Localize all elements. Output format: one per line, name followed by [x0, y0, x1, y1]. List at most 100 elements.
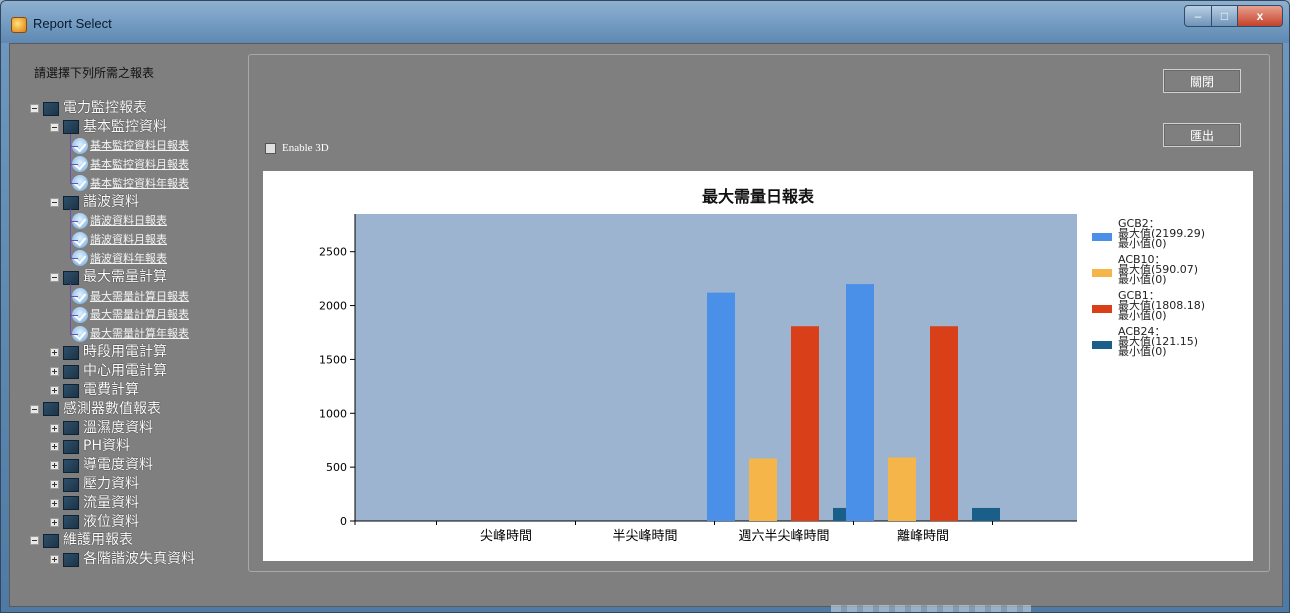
- report-leaf-label[interactable]: 基本監控資料年報表: [90, 175, 189, 191]
- tree-category-label[interactable]: 時段用電計算: [82, 344, 168, 362]
- collapse-toggle-icon[interactable]: [30, 404, 39, 414]
- report-leaf-label[interactable]: 最大需量計算日報表: [90, 288, 189, 304]
- legend-text: GCB2： 最大值(2199.29) 最小值(0): [1118, 218, 1205, 249]
- tree-category-label[interactable]: PH資料: [82, 438, 131, 456]
- report-folder-icon: [63, 383, 79, 398]
- report-folder-icon: [63, 120, 79, 135]
- tree-group-1[interactable]: 感測器數值報表: [30, 400, 162, 418]
- minimize-button[interactable]: –: [1184, 5, 1212, 27]
- collapse-toggle-icon[interactable]: [50, 122, 59, 132]
- report-folder-icon: [63, 364, 79, 379]
- tree-category-0-2[interactable]: 最大需量計算: [50, 269, 168, 287]
- tree-group-0[interactable]: 電力監控報表: [30, 100, 148, 117]
- y-tick-label: 1000: [319, 407, 347, 420]
- tree-group-2[interactable]: 維護用報表: [30, 532, 134, 550]
- expand-toggle-icon[interactable]: [50, 517, 59, 527]
- tree-connector: [70, 145, 78, 147]
- expand-toggle-icon[interactable]: [50, 555, 59, 565]
- expand-toggle-icon[interactable]: [50, 423, 59, 433]
- report-leaf-0-1-2[interactable]: 諧波資料年報表: [72, 250, 167, 267]
- report-leaf-0-1-0[interactable]: 諧波資料日報表: [72, 212, 167, 229]
- title-bar[interactable]: Report Select – □ x: [1, 1, 1289, 43]
- tree-category-label[interactable]: 溫濕度資料: [82, 419, 154, 437]
- report-leaf-label[interactable]: 最大需量計算年報表: [90, 326, 189, 342]
- report-leaf-0-0-0[interactable]: 基本監控資料日報表: [72, 137, 189, 154]
- expand-toggle-icon[interactable]: [50, 348, 59, 358]
- report-leaf-0-0-2[interactable]: 基本監控資料年報表: [72, 175, 189, 192]
- checked-report-icon: [72, 231, 88, 248]
- window-title: Report Select: [33, 16, 112, 31]
- close-window-button[interactable]: x: [1238, 5, 1283, 27]
- tree-category-1-2[interactable]: 導電度資料: [50, 457, 154, 475]
- checked-report-icon: [72, 137, 88, 154]
- legend-line: 最大值(1808.18): [1118, 299, 1206, 312]
- tree-connector: [70, 133, 71, 184]
- report-leaf-label[interactable]: 基本監控資料月報表: [90, 156, 189, 172]
- tree-category-label[interactable]: 諧波資料: [82, 194, 140, 211]
- expand-toggle-icon[interactable]: [50, 442, 59, 452]
- report-leaf-0-0-1[interactable]: 基本監控資料月報表: [72, 156, 189, 173]
- tree-connector: [70, 239, 78, 241]
- tree-group-label[interactable]: 感測器數值報表: [62, 400, 162, 418]
- tree-category-label[interactable]: 各階諧波失真資料: [82, 551, 196, 569]
- report-leaf-label[interactable]: 諧波資料月報表: [90, 232, 167, 248]
- tree-category-0-3[interactable]: 時段用電計算: [50, 344, 168, 362]
- collapse-toggle-icon[interactable]: [30, 104, 39, 113]
- tree-category-label[interactable]: 液位資料: [82, 513, 140, 531]
- enable-3d-option[interactable]: Enable 3D: [265, 142, 329, 154]
- report-folder-icon: [63, 439, 79, 454]
- enable-3d-checkbox[interactable]: [265, 142, 276, 154]
- export-button[interactable]: 匯出: [1163, 123, 1241, 147]
- tree-group-label[interactable]: 電力監控報表: [62, 100, 148, 117]
- tree-category-label[interactable]: 壓力資料: [82, 476, 140, 493]
- tree-category-0-1[interactable]: 諧波資料: [50, 194, 140, 211]
- bar-chart: 0 500 1000 1500 2000 2500 尖峰時間 半尖峰時間 週六半尖峰時間 離峰時間: [319, 214, 1077, 544]
- report-folder-icon: [43, 402, 59, 417]
- expand-toggle-icon[interactable]: [50, 461, 59, 471]
- report-leaf-0-2-0[interactable]: 最大需量計算日報表: [72, 288, 189, 304]
- legend-swatch: [1092, 269, 1112, 277]
- expand-toggle-icon[interactable]: [50, 386, 59, 395]
- expand-toggle-icon[interactable]: [50, 480, 59, 489]
- report-leaf-label[interactable]: 諧波資料日報表: [90, 213, 167, 229]
- report-leaf-label[interactable]: 最大需量計算月報表: [90, 307, 189, 323]
- collapse-toggle-icon[interactable]: [50, 198, 59, 207]
- report-leaf-label[interactable]: 諧波資料年報表: [90, 250, 167, 266]
- tree-category-1-1[interactable]: PH資料: [50, 438, 131, 456]
- expand-toggle-icon[interactable]: [50, 367, 59, 377]
- bar-gcb2-2: [707, 292, 735, 521]
- tree-category-label[interactable]: 流量資料: [82, 494, 140, 512]
- report-leaf-0-2-2[interactable]: 最大需量計算年報表: [72, 325, 189, 342]
- tree-category-0-5[interactable]: 電費計算: [50, 382, 140, 399]
- tree-category-2-0[interactable]: 各階諧波失真資料: [50, 551, 196, 569]
- report-leaf-0-2-1[interactable]: 最大需量計算月報表: [72, 306, 189, 323]
- tree-category-1-4[interactable]: 流量資料: [50, 494, 140, 512]
- tree-category-1-5[interactable]: 液位資料: [50, 513, 140, 531]
- collapse-toggle-icon[interactable]: [50, 273, 59, 283]
- tree-group-label[interactable]: 維護用報表: [62, 532, 134, 550]
- expand-toggle-icon[interactable]: [50, 498, 59, 508]
- legend-line: 最小值(0): [1118, 345, 1167, 358]
- tree-category-1-3[interactable]: 壓力資料: [50, 476, 140, 493]
- checked-report-icon: [72, 156, 88, 173]
- chart-legend: GCB2： 最大值(2199.29) 最小值(0) ACB10： 最大值(590.07)…: [1092, 218, 1242, 363]
- legend-swatch: [1092, 233, 1112, 241]
- tree-category-label[interactable]: 導電度資料: [82, 457, 154, 475]
- tree-category-1-0[interactable]: 溫濕度資料: [50, 419, 154, 437]
- y-tick-label: 0: [340, 515, 347, 528]
- close-button[interactable]: 關閉: [1163, 69, 1241, 93]
- tree-category-0-4[interactable]: 中心用電計算: [50, 363, 168, 381]
- tree-category-label[interactable]: 電費計算: [82, 382, 140, 399]
- tree-category-0-0[interactable]: 基本監控資料: [50, 118, 168, 136]
- legend-item-gcb2: GCB2： 最大值(2199.29) 最小值(0): [1092, 218, 1242, 255]
- tree-connector: [70, 314, 78, 316]
- collapse-toggle-icon[interactable]: [30, 536, 39, 546]
- bar-gcb1-3: [930, 326, 958, 521]
- maximize-button[interactable]: □: [1212, 5, 1238, 27]
- tree-category-label[interactable]: 最大需量計算: [82, 269, 168, 287]
- report-leaf-0-1-1[interactable]: 諧波資料月報表: [72, 231, 167, 248]
- checked-report-icon: [72, 288, 88, 304]
- report-leaf-label[interactable]: 基本監控資料日報表: [90, 138, 189, 154]
- tree-category-label[interactable]: 中心用電計算: [82, 363, 168, 381]
- tree-category-label[interactable]: 基本監控資料: [82, 118, 168, 136]
